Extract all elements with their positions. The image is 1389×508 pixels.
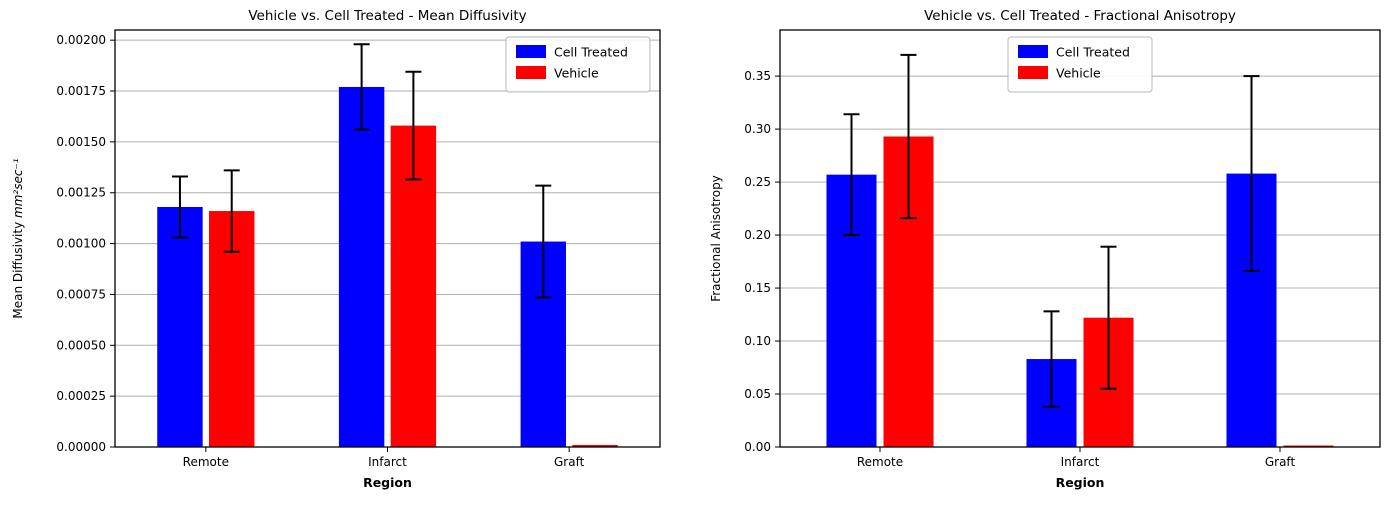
legend-label-cell-treated: Cell Treated (1056, 45, 1130, 60)
errorbar-cell-treated-graft (1243, 75, 1260, 273)
fractional-anisotropy-bar-chart: Remote Infarct Graft 0.00 0.05 0.10 0.15 0.20 0.… (709, 8, 1381, 490)
x-tick-label-remote: Remote (183, 455, 229, 469)
plot-frame (114, 29, 661, 448)
x-tick-label-infarct: Infarct (1061, 455, 1100, 469)
errorbar-cell-treated-graft (535, 184, 552, 299)
errorbar-vehicle-infarct (405, 70, 422, 181)
y-tick-label: 0.00150 (56, 135, 106, 149)
errorbar-cell-treated-remote (171, 175, 188, 239)
errorbar-vehicle-infarct (1100, 245, 1117, 390)
x-tick-label-infarct: Infarct (368, 455, 407, 469)
y-tick-label: 0.00 (744, 440, 771, 454)
legend-label-cell-treated: Cell Treated (554, 45, 628, 60)
x-axis-label: Region (1056, 475, 1105, 490)
legend: Cell Treated Vehicle (1007, 36, 1153, 93)
y-tick-label: 0.00050 (56, 338, 106, 352)
y-tick-label: 0.00125 (56, 186, 106, 200)
y-tick-label: 0.05 (744, 387, 771, 401)
bar-cell-treated-remote (157, 206, 203, 447)
x-tick-label-graft: Graft (1265, 455, 1296, 469)
legend-label-vehicle: Vehicle (1056, 66, 1101, 81)
x-axis-label: Region (363, 475, 412, 490)
y-tick-label: 0.00075 (56, 287, 106, 301)
y-axis-label: Fractional Anisotropy (709, 175, 723, 302)
plot-frame (779, 29, 1381, 448)
y-tick-label: 0.00000 (56, 440, 106, 454)
legend-swatch-cell-treated (516, 45, 546, 58)
y-tick-label: 0.00200 (56, 33, 106, 47)
legend: Cell Treated Vehicle (505, 36, 651, 93)
errorbar-cell-treated-remote (843, 113, 860, 237)
y-axis-label: Mean Diffusivity mm²sec⁻¹ (11, 158, 25, 318)
bar-vehicle-graft (572, 444, 618, 447)
y-tick-label: 0.15 (744, 281, 771, 295)
bar-cell-treated-infarct (338, 86, 385, 447)
mean-diffusivity-bar-chart: Remote Infarct Graft 0.00000 0.00025 0.00050 0… (11, 8, 661, 490)
y-tick-label: 0.20 (744, 228, 771, 242)
errorbar-cell-treated-infarct (353, 43, 370, 131)
errorbar-cell-treated-infarct (1043, 310, 1060, 408)
y-tick-label: 0.10 (744, 334, 771, 348)
legend-swatch-vehicle (1018, 66, 1048, 79)
chart-title: Vehicle vs. Cell Treated - Fractional An… (924, 8, 1236, 24)
x-tick-label-graft: Graft (554, 455, 585, 469)
y-tick-label: 0.00025 (56, 389, 106, 403)
chart-title: Vehicle vs. Cell Treated - Mean Diffusiv… (248, 8, 526, 24)
y-tick-label: 0.00100 (56, 237, 106, 251)
y-tick-label: 0.25 (744, 175, 771, 189)
legend-label-vehicle: Vehicle (554, 66, 599, 81)
y-tick-label: 0.30 (744, 122, 771, 136)
legend-swatch-vehicle (516, 66, 546, 79)
y-tick-label: 0.00175 (56, 84, 106, 98)
y-tick-label: 0.35 (744, 69, 771, 83)
errorbar-vehicle-remote (223, 169, 240, 253)
x-tick-label-remote: Remote (857, 455, 903, 469)
errorbar-vehicle-remote (900, 53, 917, 220)
legend-swatch-cell-treated (1018, 45, 1048, 58)
bar-vehicle-graft (1283, 445, 1334, 447)
